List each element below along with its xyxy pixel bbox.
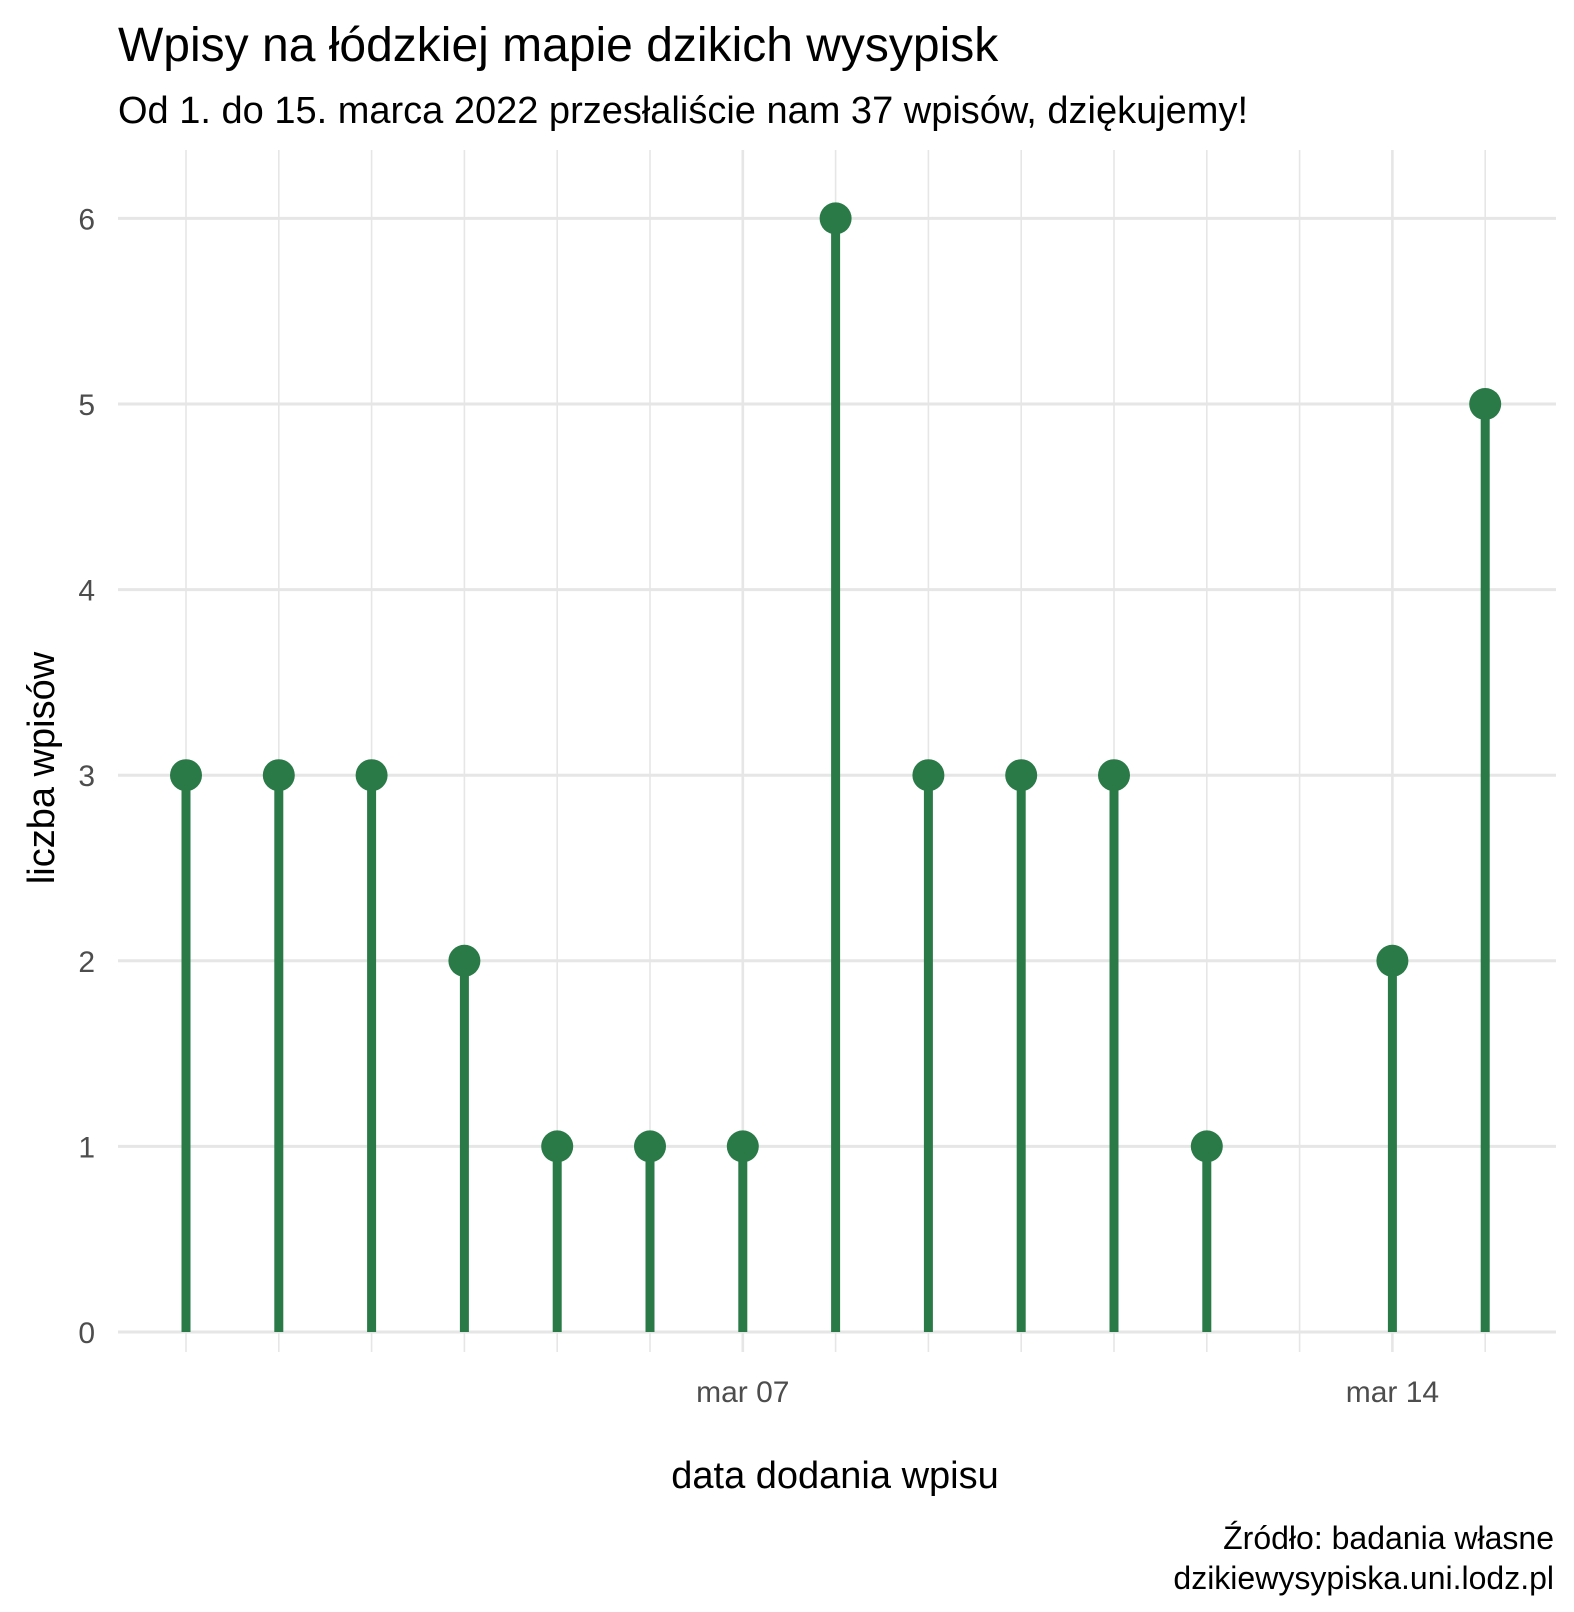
lollipop-point: [1190, 1130, 1223, 1163]
lollipop-point: [1098, 759, 1130, 792]
y-tick-label: 3: [78, 760, 95, 793]
lollipop-stems: [181, 218, 1490, 1332]
lollipop-point: [634, 1130, 666, 1163]
chart-subtitle: Od 1. do 15. marca 2022 przesłaliście na…: [118, 90, 1248, 132]
y-tick-label: 6: [78, 203, 95, 236]
y-axis-title: liczba wpisów: [21, 651, 63, 884]
lollipop-points: [170, 202, 1502, 1163]
source-caption: Źródło: badania własne dzikiewysypiska.u…: [1173, 1518, 1554, 1598]
y-tick-label: 0: [78, 1317, 95, 1350]
x-tick-label: mar 14: [1346, 1376, 1439, 1409]
y-tick-label: 5: [78, 389, 95, 422]
lollipop-point: [448, 944, 481, 977]
lollipop-point: [541, 1130, 574, 1163]
lollipop-point: [726, 1130, 759, 1163]
y-tick-label: 1: [78, 1131, 95, 1164]
y-axis-tick-labels: 0 1 2 3 4 5 6: [78, 203, 95, 1350]
caption-url: dzikiewysypiska.uni.lodz.pl: [1173, 1560, 1554, 1596]
lollipop-point: [1376, 944, 1409, 977]
lollipop-point: [170, 759, 202, 792]
x-tick-label: mar 07: [696, 1376, 789, 1409]
lollipop-point: [262, 759, 295, 792]
lollipop-point: [1469, 388, 1502, 420]
lollipop-point: [1005, 759, 1038, 792]
caption-source: Źródło: badania własne: [1223, 1520, 1554, 1556]
lollipop-point: [912, 759, 945, 792]
lollipop-point: [819, 202, 852, 235]
x-axis-tick-labels: mar 07 mar 14: [696, 1376, 1439, 1409]
y-tick-label: 4: [78, 575, 95, 608]
y-tick-label: 2: [78, 946, 95, 979]
lollipop-point: [355, 759, 388, 792]
x-axis-title: data dodania wpisu: [671, 1455, 998, 1497]
chart-title: Wpisy na łódzkiej mapie dzikich wysypisk: [118, 19, 999, 72]
